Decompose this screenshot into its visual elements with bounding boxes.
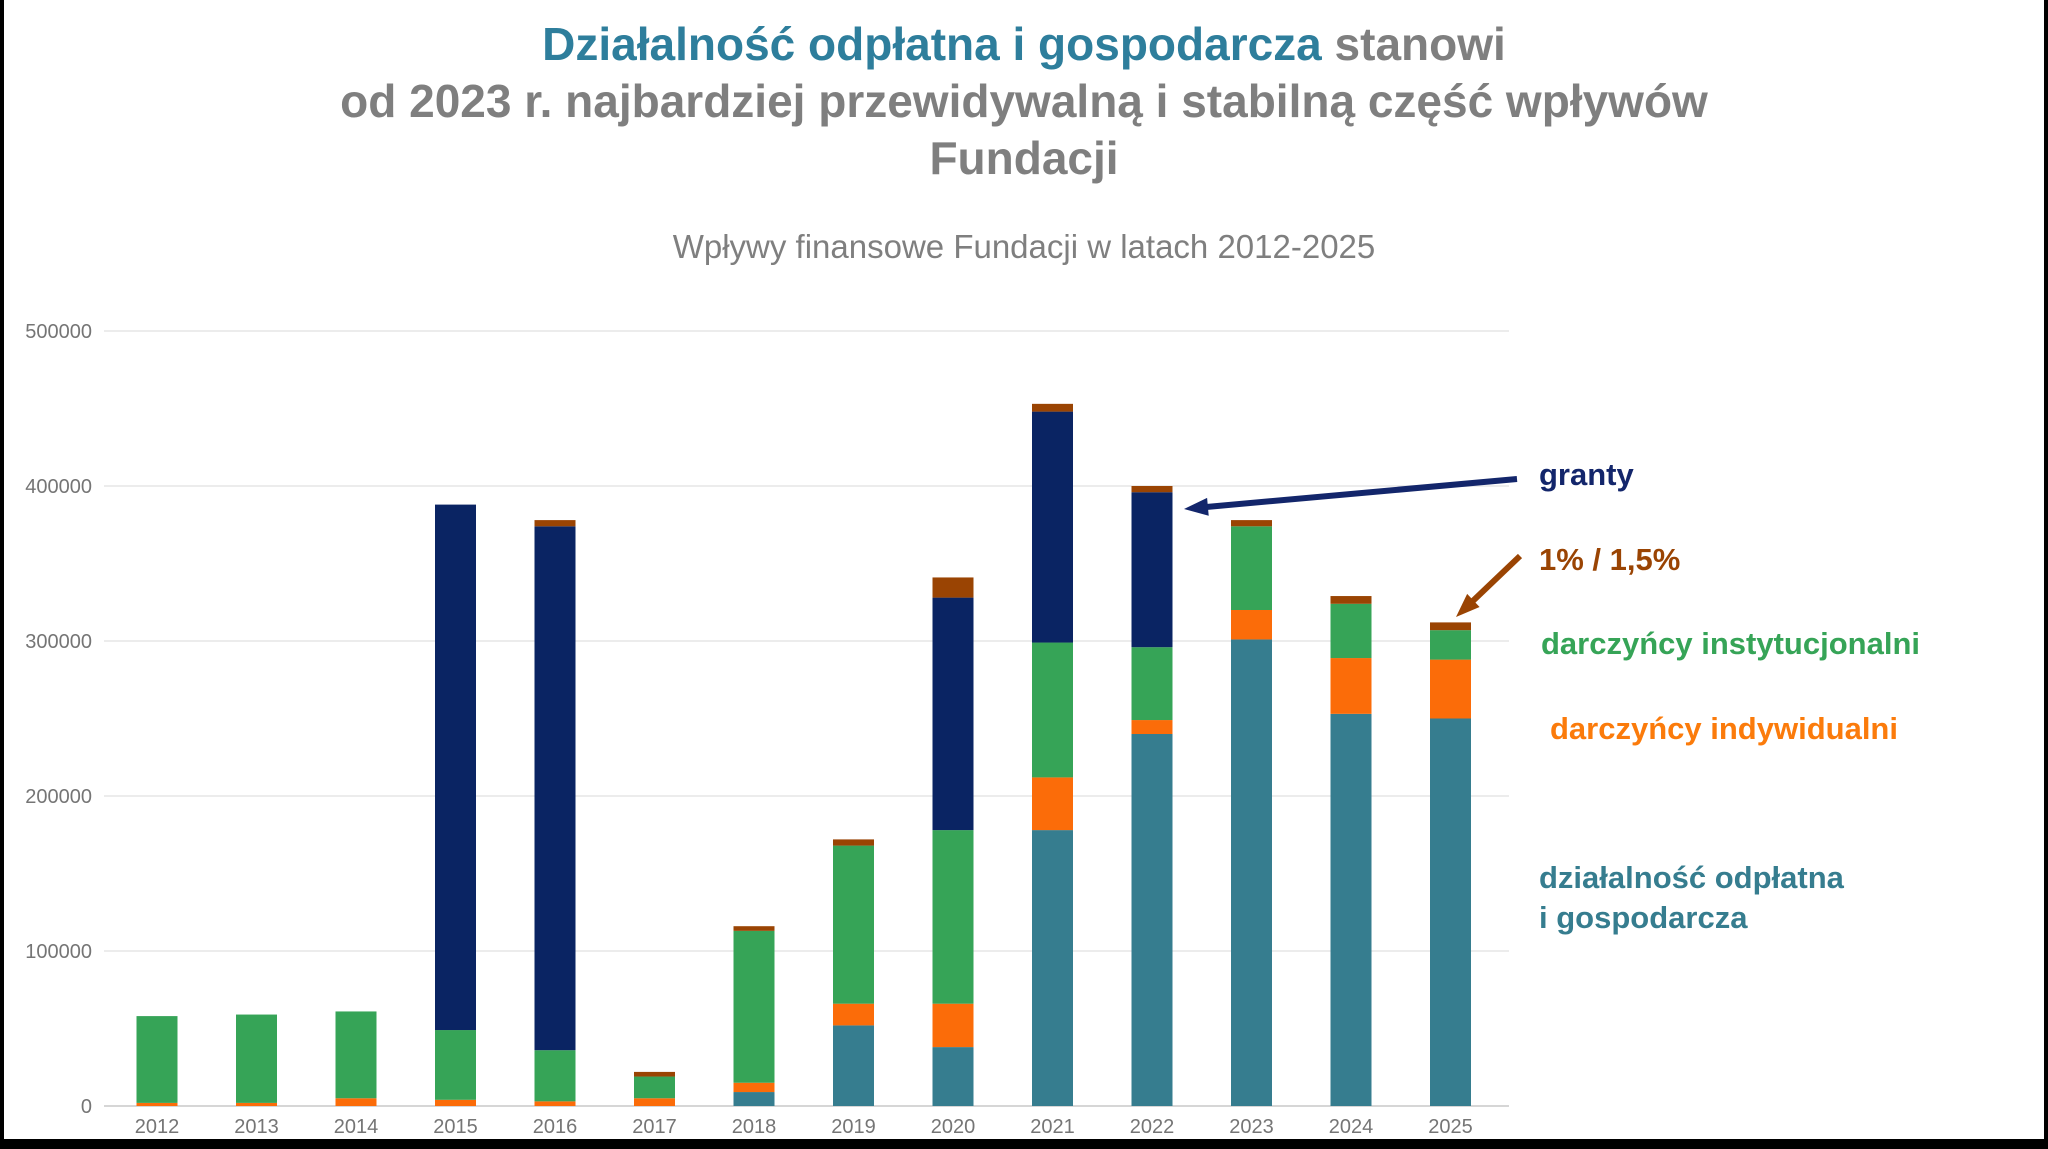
bar-segment bbox=[733, 926, 775, 931]
title-highlight: Działalność odpłatna i gospodarcza bbox=[542, 18, 1322, 70]
bar-segment bbox=[932, 577, 974, 598]
bar-segment bbox=[932, 1047, 974, 1106]
legend-label-paid-economic-activity-line-2: i gospodarcza bbox=[1539, 900, 1748, 935]
y-tick-label: 100000 bbox=[25, 941, 92, 963]
granty-arrow-head bbox=[1184, 497, 1209, 516]
x-tick-label: 2025 bbox=[1428, 1116, 1473, 1138]
x-tick-label: 2013 bbox=[234, 1116, 279, 1138]
legend-label-paid-economic-activity: działalność odpłatna i gospodarcza bbox=[1539, 858, 1844, 938]
bar-segment bbox=[1032, 403, 1073, 412]
bar-segment bbox=[634, 1098, 675, 1106]
y-tick-label: 200000 bbox=[25, 786, 92, 808]
x-tick-label: 2021 bbox=[1030, 1116, 1075, 1138]
legend-label-granty: granty bbox=[1539, 457, 1634, 492]
bar-segment bbox=[1430, 718, 1471, 1106]
y-tick-label: 300000 bbox=[25, 631, 92, 653]
x-tick-label: 2017 bbox=[632, 1116, 677, 1138]
y-tick-label: 400000 bbox=[25, 476, 92, 498]
bar-segment bbox=[932, 830, 974, 1004]
bar-segment bbox=[1430, 630, 1471, 660]
bar-segment bbox=[1032, 411, 1073, 643]
procent-arrow bbox=[1466, 553, 1523, 608]
bar-segment bbox=[534, 526, 576, 1051]
granty-arrow bbox=[1200, 476, 1518, 511]
y-tick-label: 500000 bbox=[25, 321, 92, 343]
bar-segment bbox=[733, 1082, 775, 1093]
bar-segment bbox=[932, 597, 974, 831]
bar-segment bbox=[1032, 830, 1073, 1106]
bar-segment bbox=[833, 839, 874, 846]
x-tick-label: 2022 bbox=[1130, 1116, 1175, 1138]
bar-segment bbox=[1231, 520, 1272, 527]
bar-segment bbox=[435, 504, 476, 1031]
x-tick-label: 2014 bbox=[334, 1116, 379, 1138]
bar-segment bbox=[833, 845, 874, 1004]
bar-segment bbox=[1330, 713, 1372, 1106]
bar-segment bbox=[1330, 603, 1372, 659]
legend-label-individual-donors: darczyńcy indywidualni bbox=[1550, 711, 1898, 746]
bar-segment bbox=[1131, 492, 1173, 648]
bar-segment bbox=[1231, 610, 1272, 640]
bar-segment bbox=[733, 930, 775, 1083]
x-tick-label: 2015 bbox=[433, 1116, 478, 1138]
revenue-stacked-bar-chart: 0 100000 200000 300000 400000 500000 2012 2013 2… bbox=[25, 321, 1523, 1138]
bar-segment bbox=[733, 1092, 775, 1106]
bar-segment bbox=[236, 1014, 277, 1103]
legend-label-1-percent: 1% / 1,5% bbox=[1539, 542, 1681, 577]
title-rest: stanowi bbox=[1321, 18, 1506, 70]
bar-segment bbox=[335, 1011, 377, 1099]
x-tick-label: 2019 bbox=[831, 1116, 876, 1138]
bar-segment bbox=[634, 1076, 675, 1099]
bar-segment bbox=[534, 520, 576, 527]
x-tick-label: 2023 bbox=[1229, 1116, 1274, 1138]
bar-segment bbox=[1430, 659, 1471, 719]
page-title: Działalność odpłatna i gospodarcza stano… bbox=[4, 16, 2044, 187]
title-line-1: Działalność odpłatna i gospodarcza stano… bbox=[4, 16, 2044, 73]
bar-segment bbox=[1032, 642, 1073, 778]
bar-segment bbox=[136, 1016, 178, 1103]
bar-segment bbox=[1131, 486, 1173, 493]
title-line-3: Fundacji bbox=[929, 132, 1119, 184]
x-tick-label: 2012 bbox=[135, 1116, 180, 1138]
legend-label-paid-economic-activity-line-1: działalność odpłatna bbox=[1539, 860, 1844, 895]
bar-segment bbox=[932, 1003, 974, 1048]
bar-segment bbox=[136, 1102, 178, 1106]
bar-segment bbox=[1430, 622, 1471, 631]
y-tick-label: 0 bbox=[81, 1096, 92, 1118]
bar-segment bbox=[1330, 596, 1372, 604]
x-tick-label: 2018 bbox=[732, 1116, 777, 1138]
chart-subtitle: Wpływy finansowe Fundacji w latach 2012-… bbox=[672, 228, 1376, 265]
title-line-2: od 2023 r. najbardziej przewidywalną i s… bbox=[340, 75, 1708, 127]
x-tick-label: 2020 bbox=[931, 1116, 976, 1138]
bar-segment bbox=[833, 1003, 874, 1026]
bar-segment bbox=[1231, 639, 1272, 1106]
x-tick-label: 2016 bbox=[533, 1116, 578, 1138]
bar-segment bbox=[634, 1071, 675, 1077]
bar-segment bbox=[534, 1101, 576, 1106]
bar-segment bbox=[1231, 526, 1272, 610]
bar-segment bbox=[833, 1025, 874, 1106]
legend-label-institutional-donors: darczyńcy instytucjonalni bbox=[1541, 626, 1920, 661]
bottom-black-strip bbox=[4, 1139, 2044, 1149]
x-tick-label: 2024 bbox=[1329, 1116, 1374, 1138]
bar-segment bbox=[1131, 720, 1173, 734]
bar-segment bbox=[435, 1099, 476, 1106]
bar-segment bbox=[435, 1030, 476, 1100]
bar-segment bbox=[335, 1098, 377, 1106]
bar-segment bbox=[1131, 734, 1173, 1106]
bar-segment bbox=[1131, 647, 1173, 721]
bar-segment bbox=[1032, 777, 1073, 831]
bar-segment bbox=[236, 1102, 277, 1106]
bar-segment bbox=[534, 1050, 576, 1102]
procent-arrow-head bbox=[1456, 593, 1480, 617]
bar-segment bbox=[1330, 658, 1372, 714]
